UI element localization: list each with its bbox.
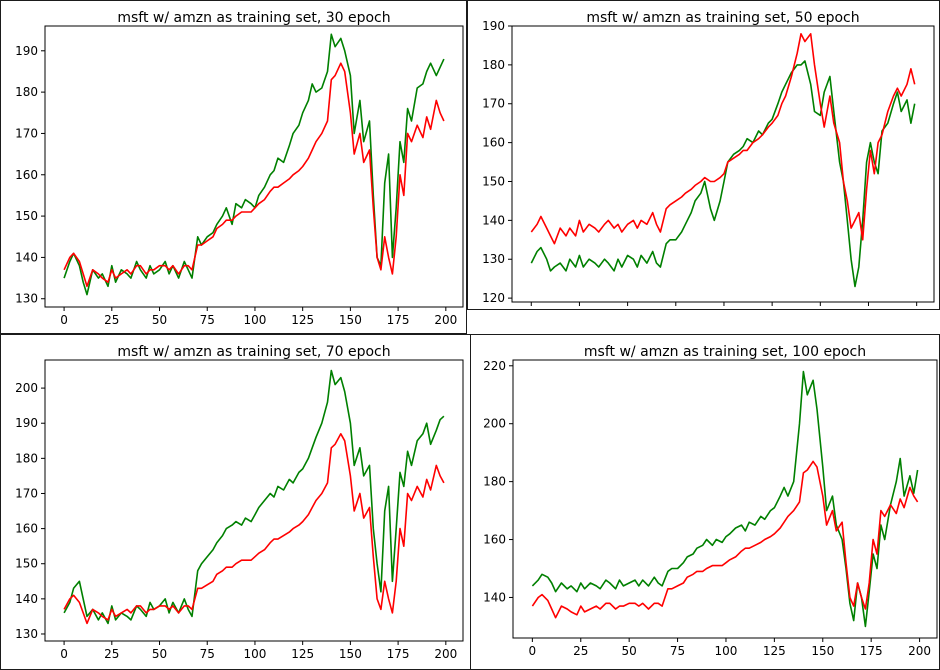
y-tick-label: 220: [483, 359, 506, 373]
x-tick-label: 0: [527, 308, 535, 309]
x-tick-label: 175: [387, 647, 410, 661]
y-tick-label: 170: [15, 126, 38, 140]
y-tick-label: 200: [483, 417, 506, 431]
x-tick-label: 175: [387, 313, 410, 327]
x-tick-label: 175: [857, 308, 880, 309]
line-chart-100-epoch: msft w/ amzn as training set, 100 epoch 0…: [483, 344, 938, 658]
x-tick-label: 175: [860, 644, 883, 658]
plot-frame: [512, 359, 938, 639]
x-tick-label: 100: [244, 313, 267, 327]
chart-title: msft w/ amzn as training set, 30 epoch: [117, 10, 390, 26]
x-tick-label: 150: [811, 644, 834, 658]
y-tick-label: 140: [482, 213, 505, 227]
y-tick-label: 150: [15, 209, 38, 223]
x-tick-label: 200: [434, 313, 457, 327]
y-tick-label: 180: [15, 85, 38, 99]
x-tick-label: 100: [715, 644, 738, 658]
x-tick-label: 150: [339, 647, 362, 661]
red-series-line: [530, 32, 916, 245]
y-tick-label: 140: [15, 592, 38, 606]
chart-title: msft w/ amzn as training set, 100 epoch: [584, 344, 866, 360]
y-tick-label: 190: [15, 416, 38, 430]
green-series-line: [63, 33, 445, 296]
x-tick-label: 0: [60, 647, 68, 661]
y-tick-label: 130: [15, 292, 38, 306]
x-tick-label: 25: [104, 313, 119, 327]
x-tick-label: 75: [668, 308, 683, 309]
line-chart-30-epoch: msft w/ amzn as training set, 30 epoch 0 2…: [15, 10, 464, 327]
x-tick-label: 150: [339, 313, 362, 327]
y-tick-label: 200: [15, 381, 38, 395]
y-tick-label: 170: [15, 486, 38, 500]
x-tick-label: 50: [620, 308, 635, 309]
chart-title: msft w/ amzn as training set, 50 epoch: [586, 10, 859, 26]
chart-title: msft w/ amzn as training set, 70 epoch: [117, 344, 390, 360]
x-tick-label: 50: [152, 313, 167, 327]
x-tick-label: 125: [761, 308, 784, 309]
y-tick-label: 160: [483, 533, 506, 547]
red-series-line: [531, 460, 919, 619]
y-tick-label: 180: [482, 58, 505, 72]
x-tick-label: 0: [529, 644, 537, 658]
x-tick-label: 0: [60, 313, 68, 327]
chart-panel-100-epoch: msft w/ amzn as training set, 100 epoch 0…: [470, 334, 940, 670]
x-tick-label: 125: [291, 313, 314, 327]
y-tick-label: 130: [482, 252, 505, 266]
chart-panel-70-epoch: msft w/ amzn as training set, 70 epoch 0 2…: [0, 334, 474, 670]
x-tick-label: 150: [809, 308, 832, 309]
x-tick-label: 25: [104, 647, 119, 661]
red-series-line: [63, 62, 445, 288]
x-tick-label: 100: [244, 647, 267, 661]
y-tick-label: 160: [15, 168, 38, 182]
x-tick-label: 200: [908, 644, 931, 658]
y-tick-label: 180: [483, 475, 506, 489]
line-chart-50-epoch: msft w/ amzn as training set, 50 epoch 0 2…: [482, 10, 935, 309]
x-tick-label: 75: [670, 644, 685, 658]
plot-frame: [44, 359, 464, 642]
x-tick-label: 25: [573, 644, 588, 658]
x-tick-label: 200: [905, 308, 928, 309]
y-tick-label: 190: [15, 44, 38, 58]
y-tick-label: 160: [15, 522, 38, 536]
plot-frame: [511, 25, 935, 303]
x-tick-label: 100: [713, 308, 736, 309]
x-tick-label: 125: [291, 647, 314, 661]
plot-frame: [44, 25, 464, 308]
x-tick-label: 200: [434, 647, 457, 661]
y-tick-label: 130: [15, 627, 38, 641]
y-tick-label: 160: [482, 136, 505, 150]
x-tick-label: 50: [152, 647, 167, 661]
x-tick-label: 75: [200, 647, 215, 661]
y-tick-label: 150: [15, 557, 38, 571]
red-series-line: [63, 433, 445, 625]
y-tick-label: 150: [482, 174, 505, 188]
y-tick-label: 140: [15, 250, 38, 264]
y-tick-label: 180: [15, 451, 38, 465]
chart-panel-50-epoch: msft w/ amzn as training set, 50 epoch 0 2…: [467, 0, 940, 310]
y-tick-label: 140: [483, 590, 506, 604]
chart-panel-30-epoch: msft w/ amzn as training set, 30 epoch 0 2…: [0, 0, 467, 334]
green-series-line: [63, 369, 445, 625]
line-chart-70-epoch: msft w/ amzn as training set, 70 epoch 0 2…: [15, 344, 464, 661]
y-tick-label: 120: [482, 291, 505, 305]
x-tick-label: 50: [622, 644, 637, 658]
x-tick-label: 125: [763, 644, 786, 658]
x-tick-label: 75: [200, 313, 215, 327]
x-tick-label: 25: [572, 308, 587, 309]
y-tick-label: 190: [482, 19, 505, 33]
y-tick-label: 170: [482, 97, 505, 111]
